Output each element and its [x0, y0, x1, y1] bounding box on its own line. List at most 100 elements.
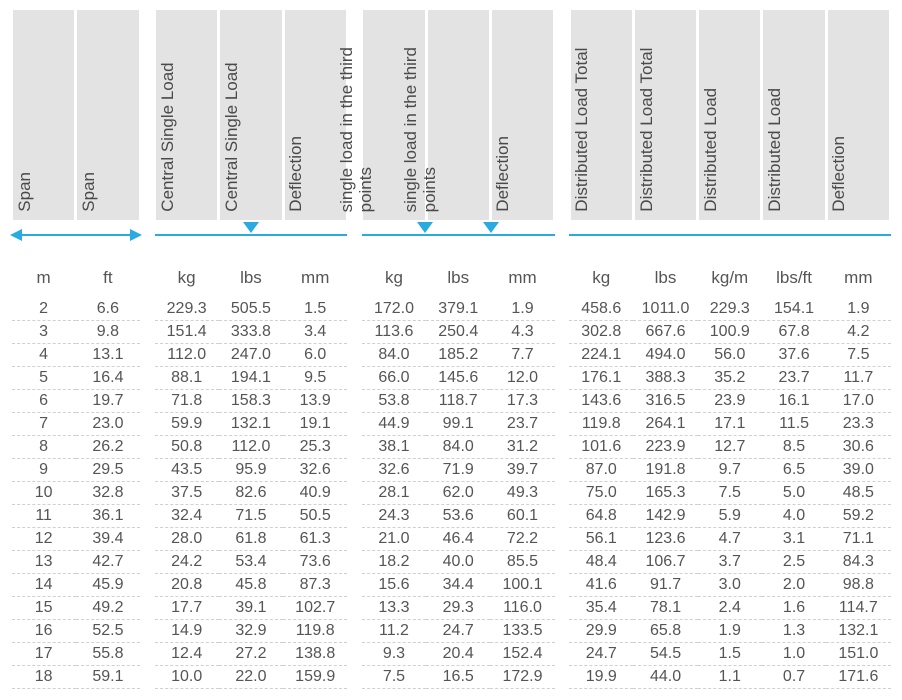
unit-label: lbs [219, 248, 283, 298]
table-row: 1032.837.582.640.928.162.049.375.0165.37… [12, 482, 891, 505]
cell: 229.3 [155, 298, 219, 321]
arrow-left-icon [10, 229, 22, 241]
cell: 71.5 [219, 505, 283, 528]
cell: 53.4 [219, 551, 283, 574]
column-header: Span [76, 10, 140, 220]
cell: 32.6 [362, 459, 426, 482]
table-row: 1549.217.739.1102.713.329.3116.035.478.1… [12, 597, 891, 620]
column-header: Central Single Load [155, 10, 219, 220]
cell: 34.4 [426, 574, 490, 597]
cell: 44.0 [633, 666, 697, 689]
cell: 49.2 [76, 597, 140, 620]
cell: 667.6 [633, 321, 697, 344]
cell: 12.0 [490, 367, 554, 390]
cell: 4.0 [762, 505, 826, 528]
cell: 95.9 [219, 459, 283, 482]
cell: 302.8 [569, 321, 633, 344]
cell: 3.1 [762, 528, 826, 551]
cell: 494.0 [633, 344, 697, 367]
cell: 56.0 [698, 344, 762, 367]
cell: 25.3 [283, 436, 347, 459]
column-header: Distributed Load [698, 10, 762, 220]
cell: 45.8 [219, 574, 283, 597]
table-row: 39.8151.4333.83.4113.6250.44.3302.8667.6… [12, 321, 891, 344]
cell: 229.3 [698, 298, 762, 321]
cell: 185.2 [426, 344, 490, 367]
cell: 21.0 [362, 528, 426, 551]
cell: 194.1 [219, 367, 283, 390]
cell: 28.0 [155, 528, 219, 551]
cell: 5 [12, 367, 76, 390]
cell-gap [347, 413, 362, 436]
cell-gap [347, 344, 362, 367]
unit-gap [140, 248, 155, 298]
column-header: Span [12, 10, 76, 220]
cell: 39.4 [76, 528, 140, 551]
cell: 35.2 [698, 367, 762, 390]
cell: 61.3 [283, 528, 347, 551]
cell: 16.1 [762, 390, 826, 413]
cell: 165.3 [633, 482, 697, 505]
header-label: Deflection [287, 136, 306, 212]
cell: 32.8 [76, 482, 140, 505]
table-row: 619.771.8158.313.953.8118.717.3143.6316.… [12, 390, 891, 413]
header-label: Distributed Load Total [573, 48, 592, 212]
cell: 9.3 [362, 643, 426, 666]
cell-gap [555, 459, 570, 482]
unit-label: ft [76, 248, 140, 298]
cell: 100.9 [698, 321, 762, 344]
cell-gap [347, 643, 362, 666]
table-row: 26.6229.3505.51.5172.0379.11.9458.61011.… [12, 298, 891, 321]
cell: 44.9 [362, 413, 426, 436]
cell: 119.8 [569, 413, 633, 436]
cell: 4.2 [826, 321, 890, 344]
cell: 24.7 [426, 620, 490, 643]
cell: 52.5 [76, 620, 140, 643]
group-marker [569, 220, 890, 248]
cell-gap [555, 321, 570, 344]
column-header: Distributed Load [762, 10, 826, 220]
cell: 1.9 [698, 620, 762, 643]
header-row: SpanSpanCentral Single LoadCentral Singl… [12, 10, 891, 220]
cell: 88.1 [155, 367, 219, 390]
cell: 53.8 [362, 390, 426, 413]
group-marker [362, 220, 555, 248]
unit-label: m [12, 248, 76, 298]
cell-gap [140, 344, 155, 367]
table-row: 826.250.8112.025.338.184.031.2101.6223.9… [12, 436, 891, 459]
column-gap [140, 10, 155, 220]
marker-gap [140, 220, 155, 248]
cell: 17.0 [826, 390, 890, 413]
cell: 39.1 [219, 597, 283, 620]
cell: 23.9 [698, 390, 762, 413]
cell: 112.0 [155, 344, 219, 367]
cell-gap [555, 298, 570, 321]
cell: 71.8 [155, 390, 219, 413]
cell: 43.5 [155, 459, 219, 482]
table-row: 1652.514.932.9119.811.224.7133.529.965.8… [12, 620, 891, 643]
cell-gap [140, 597, 155, 620]
cell-gap [140, 528, 155, 551]
cell: 114.7 [826, 597, 890, 620]
cell: 12.7 [698, 436, 762, 459]
cell: 3.0 [698, 574, 762, 597]
cell: 55.8 [76, 643, 140, 666]
cell: 388.3 [633, 367, 697, 390]
cell: 53.6 [426, 505, 490, 528]
cell-gap [347, 528, 362, 551]
cell: 18.2 [362, 551, 426, 574]
cell-gap [140, 413, 155, 436]
line-icon [569, 234, 890, 236]
cell: 6.0 [283, 344, 347, 367]
cell: 24.3 [362, 505, 426, 528]
cell-gap [555, 528, 570, 551]
cell: 154.1 [762, 298, 826, 321]
cell: 3.4 [283, 321, 347, 344]
cell: 6.6 [76, 298, 140, 321]
cell: 7.7 [490, 344, 554, 367]
table-row: 413.1112.0247.06.084.0185.27.7224.1494.0… [12, 344, 891, 367]
cell-gap [140, 643, 155, 666]
cell: 0.7 [762, 666, 826, 689]
cell: 19.1 [283, 413, 347, 436]
cell: 152.4 [490, 643, 554, 666]
